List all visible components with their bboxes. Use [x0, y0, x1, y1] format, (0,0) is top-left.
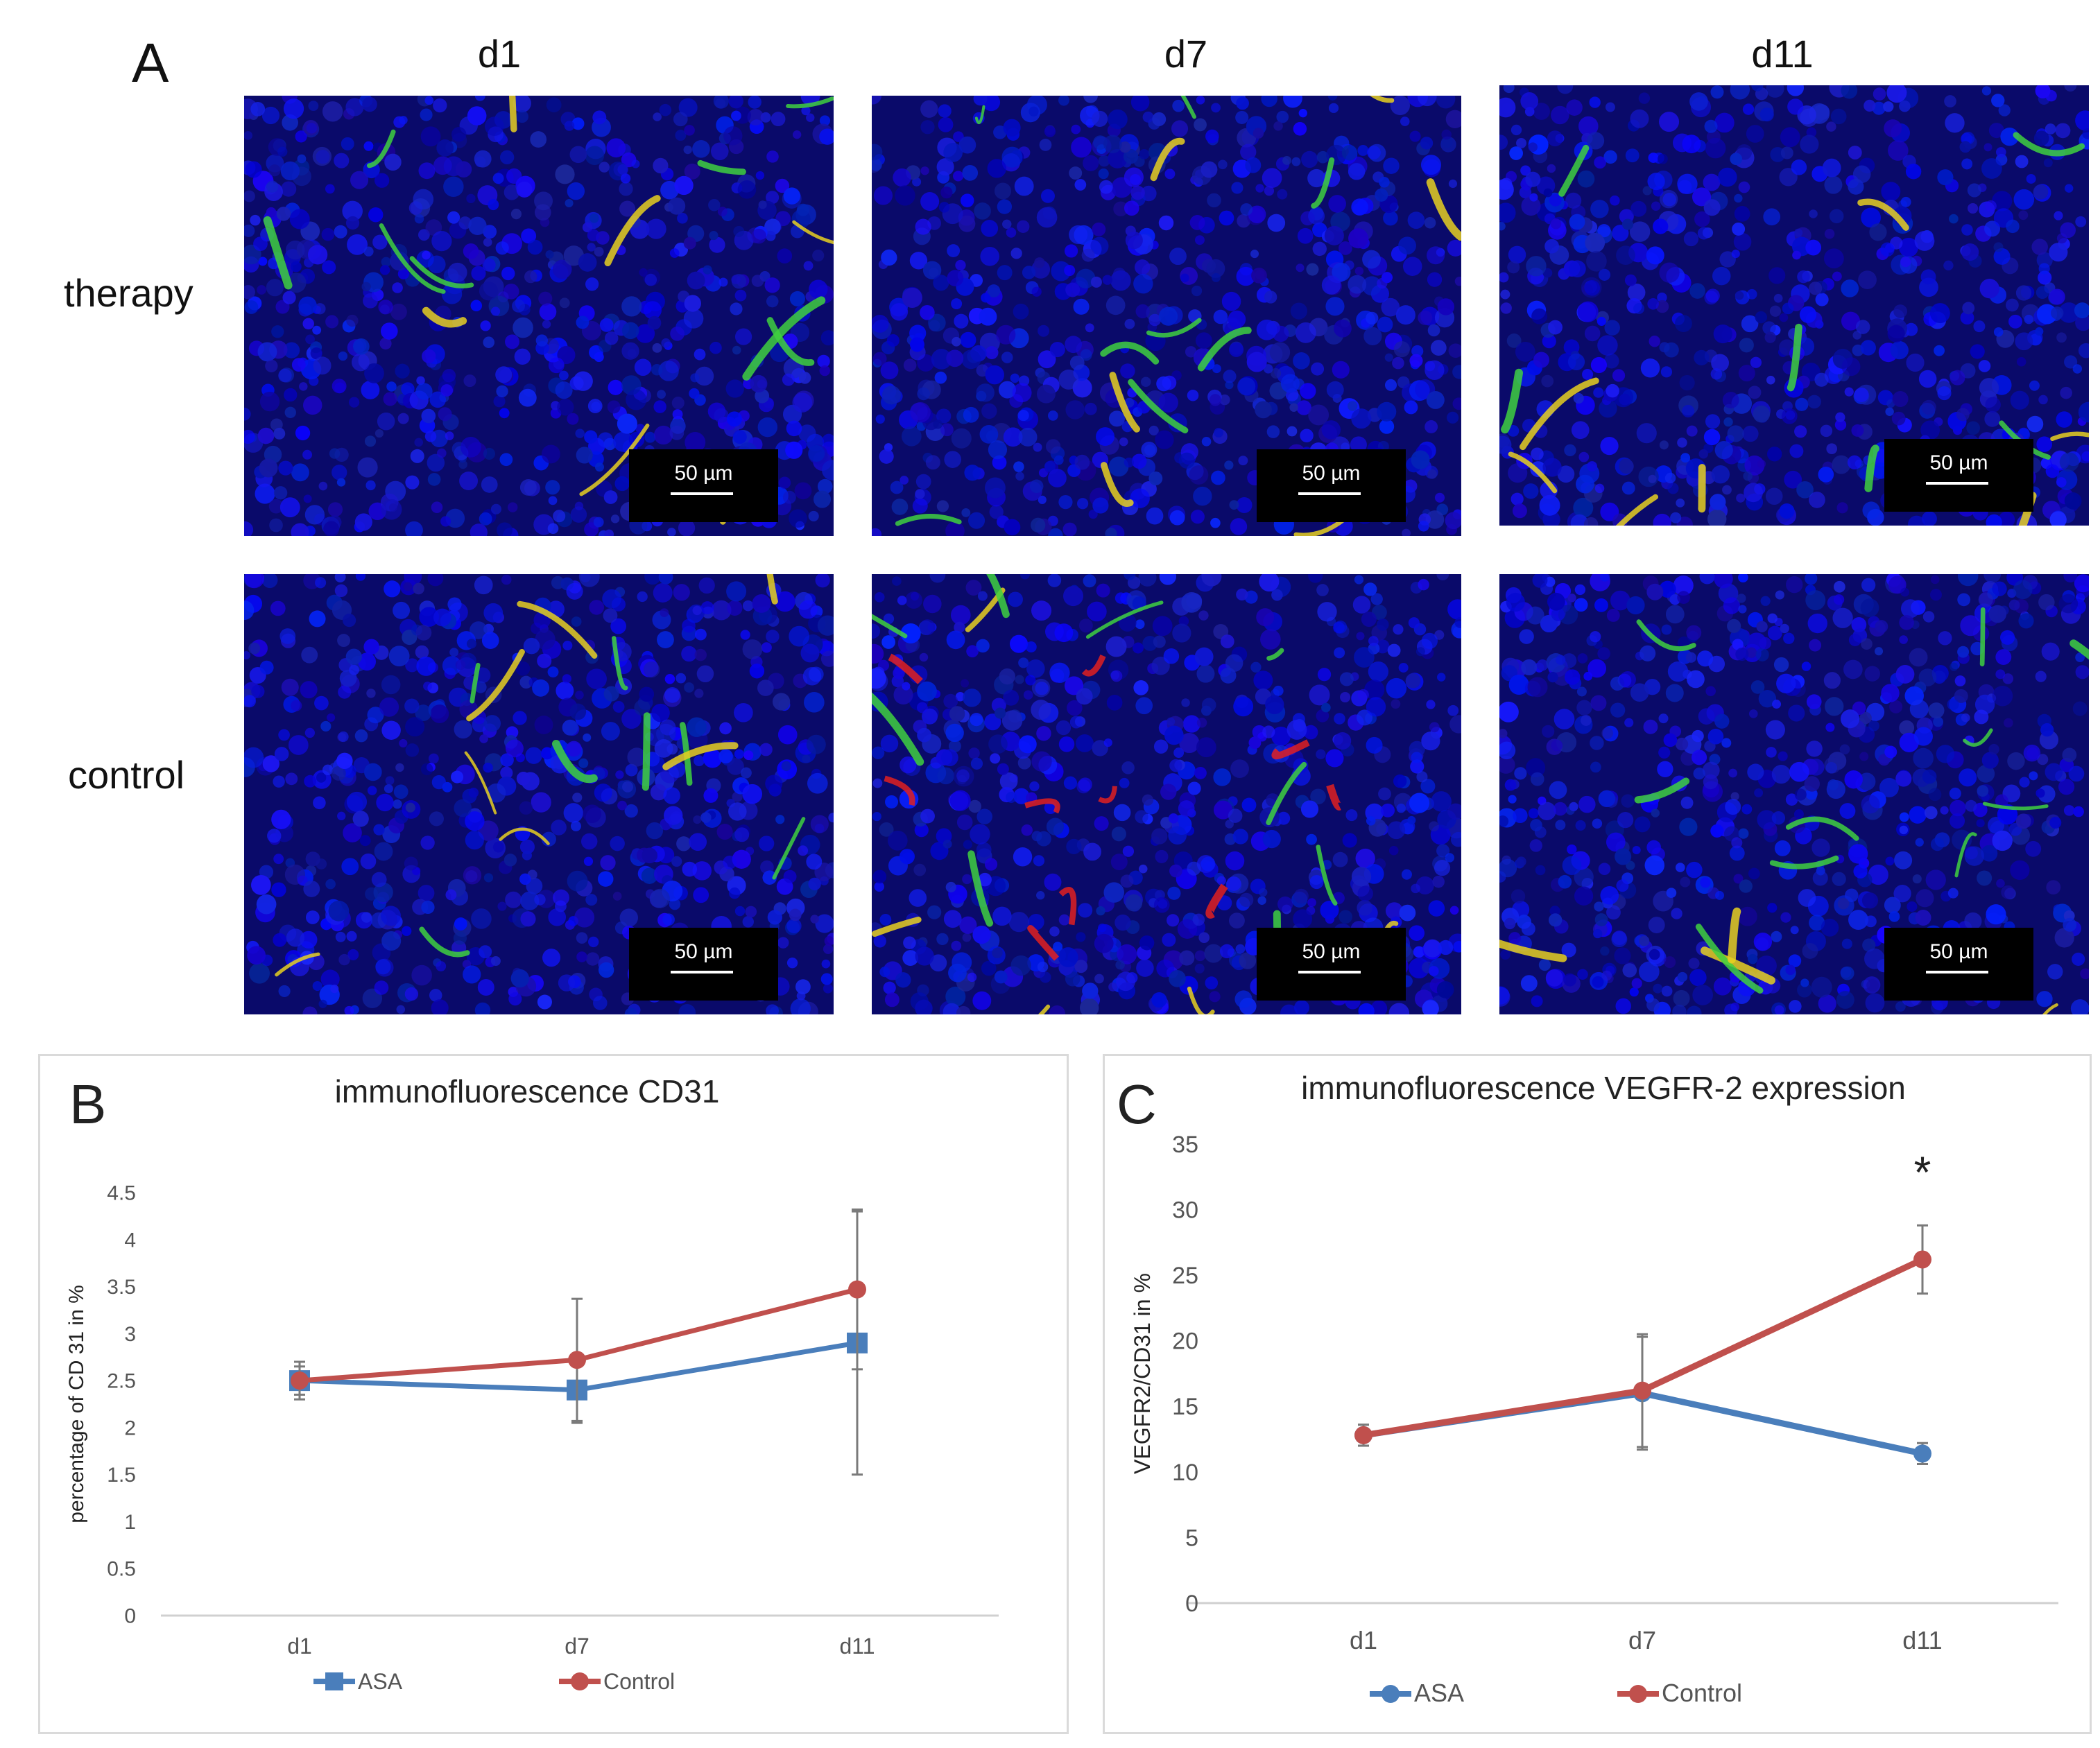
- micrograph-control-d11: 50 µm: [1499, 574, 2089, 1014]
- row-label-control: control: [68, 753, 185, 797]
- chart-b-frame: [38, 1054, 1069, 1734]
- micrograph-therapy-d11: 50 µm: [1499, 85, 2089, 526]
- micrograph-therapy-d1: 50 µm: [244, 96, 834, 536]
- micrograph-control-d7: 50 µm: [872, 574, 1461, 1014]
- column-label-d7: d7: [1164, 32, 1208, 76]
- scale-bar: 50 µm: [1884, 928, 2033, 1001]
- scale-bar: 50 µm: [629, 928, 778, 1001]
- scale-bar: 50 µm: [629, 449, 778, 522]
- chart-c-frame: [1103, 1054, 2092, 1734]
- scale-bar: 50 µm: [1257, 928, 1406, 1001]
- micrograph-therapy-d7: 50 µm: [872, 96, 1461, 536]
- row-label-therapy: therapy: [64, 271, 193, 315]
- column-label-d1: d1: [477, 32, 522, 76]
- scale-bar: 50 µm: [1884, 439, 2033, 512]
- panel-a-letter: A: [132, 32, 169, 94]
- column-label-d11: d11: [1751, 32, 1814, 76]
- micrograph-control-d1: 50 µm: [244, 574, 834, 1014]
- scale-bar: 50 µm: [1257, 449, 1406, 522]
